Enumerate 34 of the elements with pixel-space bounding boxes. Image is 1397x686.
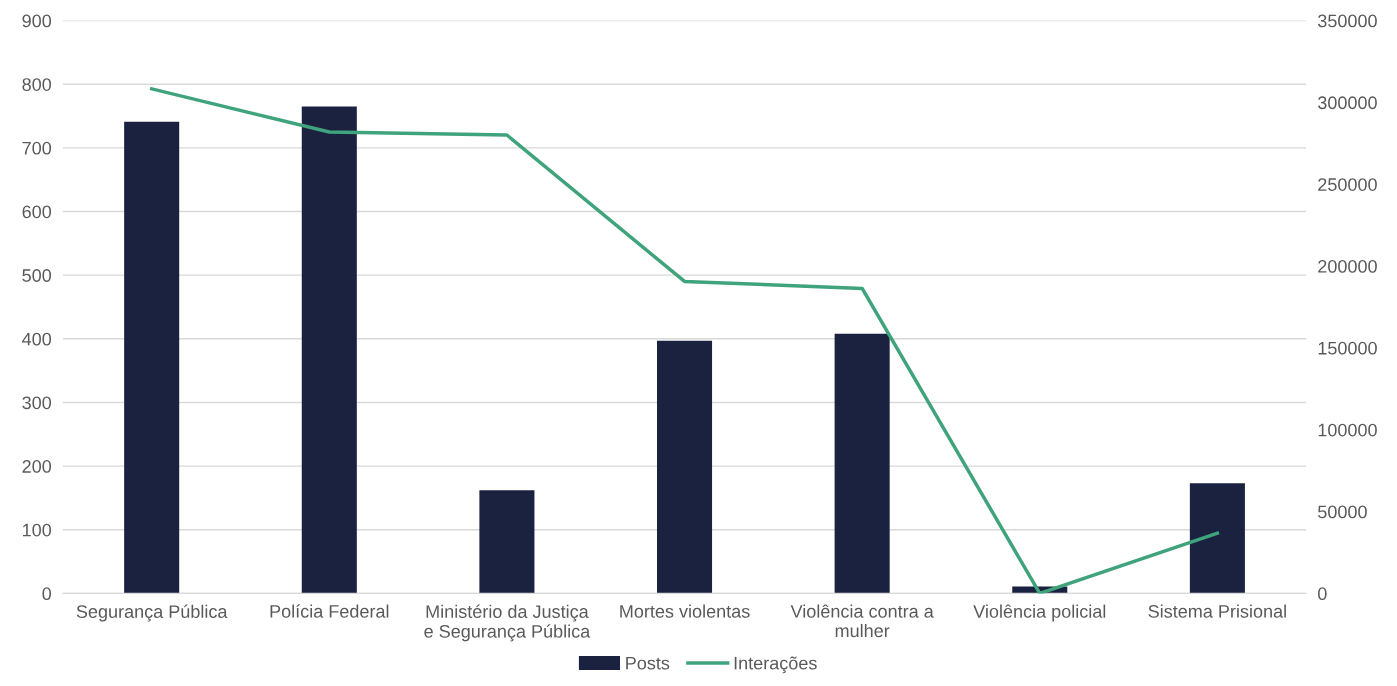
bar [124,121,180,594]
legend-label: Interações [734,656,817,674]
y-tick-label: 400 [22,332,52,346]
y2-tick-label: 300000 [1317,96,1377,110]
bar [301,106,357,594]
legend-label: Posts [626,656,670,670]
y-tick-label: 600 [22,205,52,219]
x-tick-label: Polícia Federal [270,604,389,618]
y2-tick-label: 150000 [1318,341,1377,355]
y-tick-label: 900 [22,14,52,28]
bar [657,340,713,594]
x-tick-label: Sistema Prisional [1148,604,1286,618]
y-tick-label: 800 [22,78,52,91]
bar [1189,483,1245,594]
y-tick-label: 700 [22,141,52,155]
y-tick-label: 100 [23,523,52,537]
y2-tick-label: 100000 [1318,423,1377,437]
bar [479,490,535,594]
y2-tick-label: 350000 [1317,14,1377,28]
y2-tick-label: 250000 [1318,178,1377,191]
y2-tick-label: 50000 [1318,505,1367,519]
x-tick-label: Segurança Pública [76,604,228,622]
bar [834,333,890,594]
x-tick-label: Violência contra a mulher [790,604,934,638]
y-tick-label: 200 [22,460,52,473]
y2-tick-label: 200000 [1318,260,1377,273]
line-series [149,87,1220,594]
y-tick-label: 0 [42,587,52,601]
y-tick-label: 300 [22,396,52,410]
x-tick-label: Mortes violentas [620,604,750,618]
x-tick-label: Ministério da Justiça e Segurança Pública [424,604,591,642]
y2-tick-label: 0 [1318,587,1327,601]
x-tick-label: Violência policial [973,604,1106,622]
y-tick-label: 500 [22,269,52,282]
